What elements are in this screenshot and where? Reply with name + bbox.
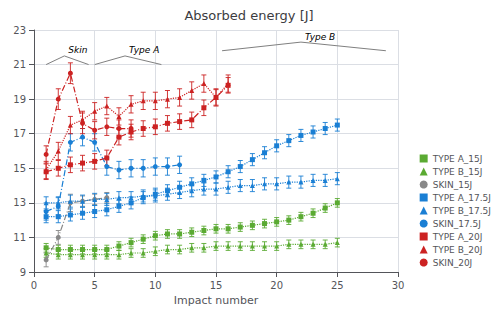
svg-text:30: 30 — [392, 280, 405, 291]
svg-text:TYPE A_15J: TYPE A_15J — [432, 154, 483, 164]
svg-text:TYPE A_17.5J: TYPE A_17.5J — [432, 193, 491, 203]
svg-text:23: 23 — [13, 25, 26, 36]
svg-text:25: 25 — [331, 280, 344, 291]
svg-text:20: 20 — [270, 280, 283, 291]
svg-text:11: 11 — [13, 232, 26, 243]
svg-text:SKIN_15J: SKIN_15J — [433, 180, 473, 190]
svg-text:10: 10 — [149, 280, 162, 291]
svg-text:17: 17 — [13, 128, 26, 139]
svg-text:Absorbed energy [J]: Absorbed energy [J] — [184, 8, 313, 23]
svg-text:Skin: Skin — [68, 45, 87, 55]
svg-text:TYPE B_15J: TYPE B_15J — [432, 167, 483, 177]
svg-text:21: 21 — [13, 59, 26, 70]
svg-text:19: 19 — [13, 94, 26, 105]
svg-text:SKIN_20J: SKIN_20J — [433, 258, 473, 268]
svg-text:TYPE A_20J: TYPE A_20J — [432, 232, 483, 242]
svg-text:TYPE B_17.5J: TYPE B_17.5J — [432, 206, 491, 216]
svg-text:Type B: Type B — [305, 32, 335, 42]
svg-text:Type A: Type A — [129, 45, 159, 55]
svg-text:Impact number: Impact number — [174, 294, 259, 307]
svg-text:15: 15 — [210, 280, 223, 291]
svg-text:0: 0 — [31, 280, 37, 291]
svg-text:9: 9 — [20, 267, 26, 278]
svg-text:TYPE B_20J: TYPE B_20J — [432, 245, 483, 255]
svg-text:SKIN_17.5J: SKIN_17.5J — [433, 219, 481, 229]
svg-text:5: 5 — [91, 280, 97, 291]
svg-text:13: 13 — [13, 197, 26, 208]
svg-text:15: 15 — [13, 163, 26, 174]
